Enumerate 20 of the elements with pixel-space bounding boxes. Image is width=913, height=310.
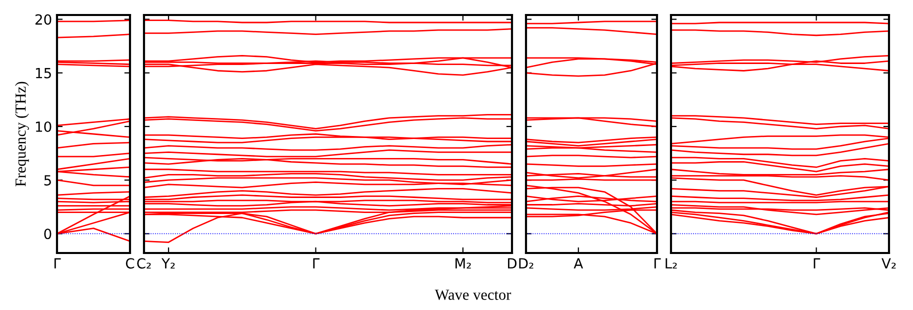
y-tick-label: 15 [36,68,51,78]
x-tick-label: Γ [54,258,61,268]
x-tick-label: L₂ [666,258,677,268]
x-axis-title: Wave vector [434,290,512,300]
x-tick-label: V₂ [882,258,896,268]
x-tick-label: D [508,258,517,268]
y-tick-label: 20 [35,14,52,25]
x-tick-label: Γ [814,258,820,268]
x-tick-label: C₂ [137,258,151,269]
y-axis-title: Frequency (THz) [15,82,29,186]
x-tick-label: C [126,258,134,269]
y-tick-label: 5 [44,175,51,186]
y-tick-label: 10 [36,121,52,132]
x-tick-label: Γ [313,258,320,268]
x-tick-label: Y₂ [161,258,175,268]
x-tick-label: M₂ [456,258,471,268]
x-tick-label: D₂ [519,258,534,268]
x-tick-label: A [574,258,584,268]
y-tick-label: 0 [44,228,52,240]
x-tick-label: Γ [654,258,661,268]
